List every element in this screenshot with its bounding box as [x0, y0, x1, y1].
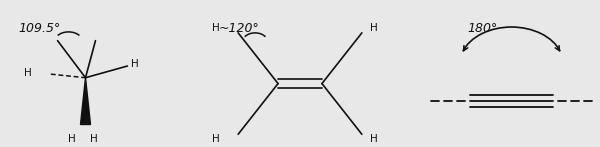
Text: H: H: [24, 68, 32, 78]
Text: ~120°: ~120°: [218, 22, 259, 35]
Text: 180°: 180°: [467, 22, 498, 35]
Text: H: H: [212, 134, 220, 144]
Text: H: H: [68, 134, 76, 144]
Polygon shape: [80, 78, 91, 125]
Text: H: H: [370, 23, 378, 33]
Text: H: H: [131, 59, 139, 69]
Text: H: H: [370, 134, 378, 144]
Text: H: H: [212, 23, 220, 33]
Text: H: H: [89, 134, 97, 144]
Text: 109.5°: 109.5°: [19, 22, 61, 35]
